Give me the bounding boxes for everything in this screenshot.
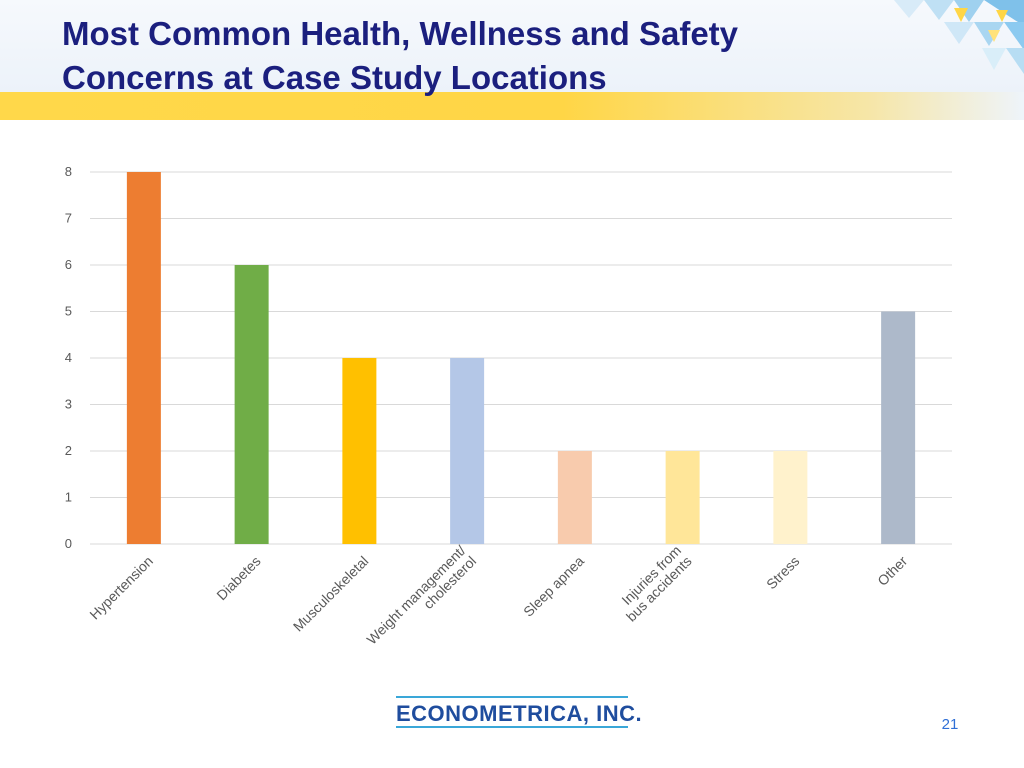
econometrica-logo: ECONOMETRICA, INC. bbox=[396, 694, 643, 732]
bar bbox=[234, 265, 269, 544]
header-accent-stripe bbox=[0, 92, 1024, 120]
x-tick-label-line: Weight management/ bbox=[363, 542, 468, 647]
x-tick-label-line: Stress bbox=[763, 553, 802, 592]
slide-page-number: 21 bbox=[941, 716, 959, 733]
x-tick-label: Hypertension bbox=[86, 553, 156, 623]
x-tick-label-line: Musculoskeletal bbox=[290, 553, 372, 635]
x-tick-label-line: Diabetes bbox=[213, 553, 263, 603]
y-tick-label: 3 bbox=[65, 397, 72, 412]
slide-title-line-1: Most Common Health, Wellness and Safety bbox=[62, 15, 739, 52]
x-tick-label: Stress bbox=[763, 553, 802, 592]
y-tick-label: 5 bbox=[65, 304, 72, 319]
x-tick-label: Diabetes bbox=[213, 553, 263, 603]
x-axis-category-labels: Hypertension Diabetes MusculoskeletalWeigh… bbox=[86, 542, 910, 658]
bar bbox=[126, 172, 161, 544]
chart-gridlines bbox=[90, 171, 952, 545]
y-tick-label: 7 bbox=[65, 211, 72, 226]
y-axis-tick-labels: 0 1 2 3 4 5 6 7 8 bbox=[65, 164, 72, 551]
bar bbox=[665, 451, 700, 544]
bar-chart: 0 1 2 3 4 5 6 7 8 Hypertension Diabetes Musculoske… bbox=[65, 164, 952, 658]
bar bbox=[881, 311, 916, 544]
x-tick-label-line: Sleep apnea bbox=[520, 553, 587, 620]
slide-title: Most Common Health, Wellness and Safety … bbox=[62, 12, 902, 100]
y-tick-label: 4 bbox=[65, 350, 72, 365]
corner-triangle-pattern bbox=[894, 0, 1024, 74]
x-tick-label: Other bbox=[874, 553, 910, 589]
y-tick-label: 8 bbox=[65, 164, 72, 179]
y-tick-label: 0 bbox=[65, 536, 72, 551]
logo-rule-bottom bbox=[396, 726, 628, 728]
logo-rule-top bbox=[396, 696, 628, 698]
slide-title-line-2: Concerns at Case Study Locations bbox=[62, 59, 607, 96]
x-tick-label-line: Hypertension bbox=[86, 553, 156, 623]
chart-bars bbox=[126, 172, 916, 544]
x-tick-label: Weight management/cholesterol bbox=[363, 542, 479, 658]
x-tick-label: Sleep apnea bbox=[520, 553, 587, 620]
x-tick-label-line: Other bbox=[874, 553, 910, 589]
bar bbox=[773, 451, 808, 544]
x-tick-label: Musculoskeletal bbox=[290, 553, 372, 635]
y-tick-label: 6 bbox=[65, 257, 72, 272]
logo-wordmark: ECONOMETRICA, INC. bbox=[396, 701, 643, 726]
x-tick-label: Injuries frombus accidents bbox=[612, 542, 694, 624]
bar bbox=[450, 358, 485, 544]
y-tick-label: 1 bbox=[65, 490, 72, 505]
y-tick-label: 2 bbox=[65, 443, 72, 458]
bar bbox=[342, 358, 377, 544]
bar bbox=[557, 451, 592, 544]
